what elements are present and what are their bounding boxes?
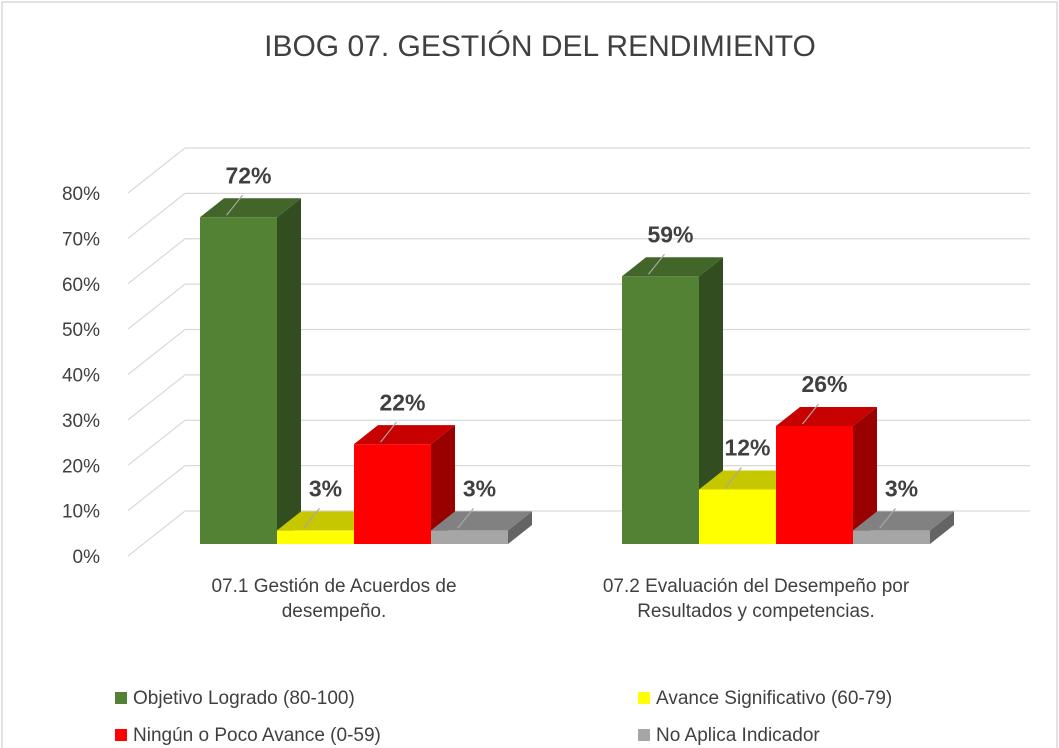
x-tick-label: 07.2 Evaluación del Desempeño por Result… xyxy=(602,576,910,622)
y-tick-label: 10% xyxy=(62,502,100,523)
data-label: 3% xyxy=(463,475,496,501)
legend-swatch xyxy=(115,692,127,704)
legend-swatch xyxy=(115,729,127,741)
y-tick-label: 20% xyxy=(62,456,100,477)
bar xyxy=(853,511,954,544)
bar-front xyxy=(622,276,699,544)
y-tick-label: 0% xyxy=(73,547,101,568)
bar-side xyxy=(277,198,301,545)
chart-title: IBOG 07. GESTIÓN DEL RENDIMIENTO xyxy=(264,30,816,63)
bar-side xyxy=(508,511,532,544)
legend-label: Avance Significativo (60-79) xyxy=(656,688,892,709)
legend-swatch xyxy=(638,729,650,741)
legend-swatch xyxy=(638,692,650,704)
y-tick-label: 70% xyxy=(62,229,100,250)
grid-line xyxy=(127,328,1030,375)
leader-line xyxy=(380,421,397,443)
y-tick-label: 60% xyxy=(62,275,100,296)
bar-front xyxy=(853,530,930,544)
bar-side xyxy=(699,257,723,544)
legend-label: No Aplica Indicador xyxy=(656,725,820,746)
leader-line xyxy=(648,253,665,275)
bar-front xyxy=(200,217,277,545)
bar-front xyxy=(431,530,508,544)
bar xyxy=(622,257,723,544)
bar-top xyxy=(776,407,877,427)
bar-side xyxy=(930,511,954,544)
x-tick-label: 07.1 Gestión de Acuerdos de desempeño. xyxy=(211,576,457,622)
leader-line xyxy=(226,194,243,216)
leader-line xyxy=(802,403,819,425)
bar-top xyxy=(277,511,378,531)
grid-line xyxy=(127,465,1030,512)
grid-line xyxy=(127,374,1030,421)
y-tick-label: 40% xyxy=(62,366,100,387)
y-tick-label: 30% xyxy=(62,411,100,432)
leader-line xyxy=(879,508,896,529)
data-label: 3% xyxy=(885,475,918,501)
data-label: 26% xyxy=(801,371,847,397)
y-tick-label: 80% xyxy=(62,184,100,205)
bar-top xyxy=(853,511,954,531)
bar xyxy=(776,407,877,544)
bar xyxy=(354,425,455,544)
data-label: 22% xyxy=(379,389,425,415)
bar-front xyxy=(354,444,431,544)
bar-top xyxy=(354,425,455,445)
leader-line xyxy=(303,508,320,529)
data-label: 72% xyxy=(225,162,271,188)
bar xyxy=(200,198,301,545)
grid-line xyxy=(127,147,1030,194)
legend-label: Objetivo Logrado (80-100) xyxy=(133,688,355,709)
data-label: 12% xyxy=(724,435,770,461)
bar-top xyxy=(431,511,532,531)
bar-top xyxy=(200,198,301,218)
leader-line xyxy=(725,467,742,488)
bar-side xyxy=(431,425,455,544)
grid-line xyxy=(127,192,1030,239)
bar-top xyxy=(622,257,723,277)
data-label: 3% xyxy=(309,475,342,501)
bar xyxy=(431,511,532,544)
grid-line xyxy=(127,283,1030,330)
grid-line xyxy=(127,238,1030,285)
bar-front xyxy=(776,426,853,544)
y-tick-label: 50% xyxy=(62,320,100,341)
data-label: 59% xyxy=(647,221,693,247)
legend-label: Ningún o Poco Avance (0-59) xyxy=(133,725,381,746)
bar-front xyxy=(277,530,354,544)
bar-side xyxy=(853,407,877,544)
bar-top xyxy=(699,470,800,490)
grid-line xyxy=(127,419,1030,466)
leader-line xyxy=(457,508,474,529)
bar-front xyxy=(699,489,776,544)
